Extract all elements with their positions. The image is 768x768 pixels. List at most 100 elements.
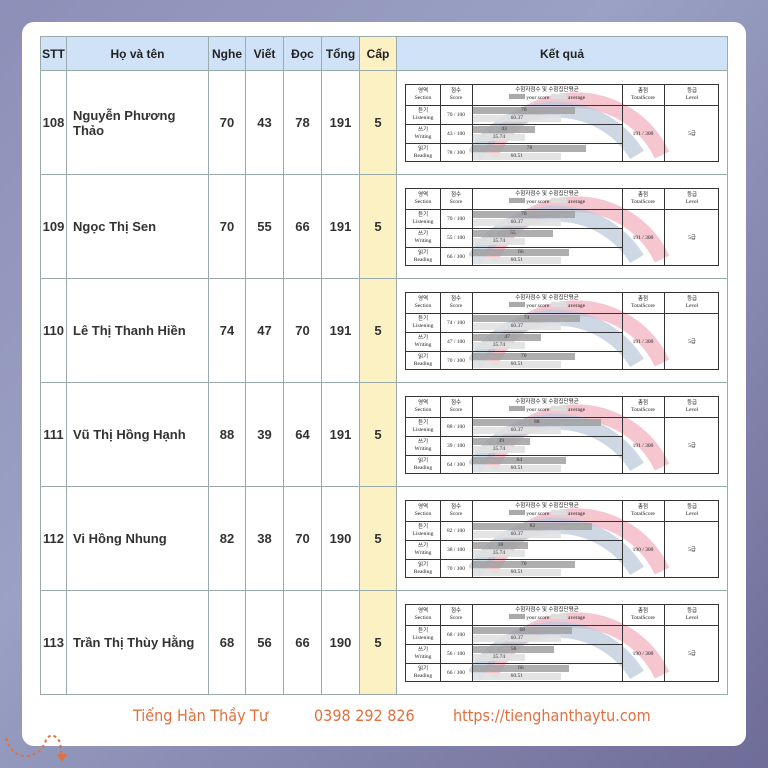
score-reading: 66 / 100	[446, 253, 466, 260]
chart-title: 수험자점수 및 수험집단평균	[515, 398, 579, 405]
score-label: Score	[449, 510, 463, 517]
result-report: 영역 Section 점수 Score 수험자점수 및 수험집단평균 your sc…	[405, 187, 719, 266]
score-label: Score	[449, 302, 463, 309]
level-ko: 등급	[686, 191, 698, 198]
cell-viet: 39	[245, 382, 284, 487]
average-bar-writing: 35.74	[473, 341, 525, 349]
score-listening: 70 / 100	[446, 111, 466, 118]
level-value: 5급	[688, 130, 696, 137]
section-reading: 읽기 Reading	[413, 145, 433, 159]
total-label: TotalScore	[631, 94, 655, 101]
level-value: 5급	[688, 546, 696, 553]
cell-doc: 78	[283, 70, 322, 175]
score-bar-listening: 88	[473, 418, 601, 426]
score-writing: 56 / 100	[446, 650, 466, 657]
cell-ketqua: 영역 Section 점수 Score 수험자점수 및 수험집단평균 your sc…	[396, 278, 728, 383]
cell-doc: 70	[283, 486, 322, 591]
cell-viet: 47	[245, 278, 284, 383]
score-listening: 70 / 100	[446, 215, 466, 222]
footer-website[interactable]: https://tienghanthaytu.com	[453, 706, 651, 725]
legend-average: average	[568, 302, 586, 309]
score-reading: 66 / 100	[446, 669, 466, 676]
level-label: Level	[685, 406, 699, 413]
score-ko: 점수	[450, 607, 462, 614]
header-tong: Tổng	[321, 36, 360, 71]
cell-tong: 190	[321, 486, 360, 591]
level-ko: 등급	[686, 295, 698, 302]
level-label: Level	[685, 198, 699, 205]
legend-average: average	[568, 614, 586, 621]
section-label: Section	[414, 614, 432, 621]
score-ko: 점수	[450, 87, 462, 94]
section-reading: 읽기 Reading	[413, 249, 433, 263]
score-label: Score	[449, 406, 463, 413]
table-row: 112 Vi Hồng Nhung 82 38 70 190 5 영역 Section 점수 S…	[40, 486, 728, 591]
level-label: Level	[685, 94, 699, 101]
legend-your-score: your score	[526, 94, 550, 101]
score-reading: 78 / 100	[446, 149, 466, 156]
doodle-arrow-icon	[5, 734, 67, 762]
total-ko: 총점	[637, 191, 649, 198]
header-ketqua: Kết quả	[396, 36, 728, 71]
section-ko: 영역	[417, 87, 429, 94]
cell-name: Trần Thị Thùy Hằng	[66, 590, 209, 695]
cell-stt: 112	[40, 486, 67, 591]
section-listening: 듣기 Listening	[412, 107, 434, 121]
score-bar-writing: 55	[473, 229, 553, 237]
score-writing: 38 / 100	[446, 546, 466, 553]
cell-cap: 5	[359, 486, 397, 591]
footer-phone[interactable]: 0398 292 826	[314, 706, 415, 725]
table-row: 108 Nguyễn Phương Thảo 70 43 78 191 5 영역 Sectio…	[40, 70, 728, 175]
score-bar-writing: 43	[473, 125, 536, 133]
total-score: 190	[632, 650, 641, 657]
section-writing: 쓰기 Writing	[414, 646, 432, 660]
cell-ketqua: 영역 Section 점수 Score 수험자점수 및 수험집단평균 your sc…	[396, 382, 728, 487]
legend-your-score: your score	[526, 614, 550, 621]
level-ko: 등급	[686, 87, 698, 94]
cell-ketqua: 영역 Section 점수 Score 수험자점수 및 수험집단평균 your sc…	[396, 486, 728, 591]
level-ko: 등급	[686, 607, 698, 614]
total-label: TotalScore	[631, 406, 655, 413]
section-listening: 듣기 Listening	[412, 627, 434, 641]
cell-viet: 43	[245, 70, 284, 175]
level-label: Level	[685, 614, 699, 621]
cell-ketqua: 영역 Section 점수 Score 수험자점수 및 수험집단평균 your sc…	[396, 174, 728, 279]
score-writing: 47 / 100	[446, 338, 466, 345]
score-bar-reading: 66	[473, 248, 569, 256]
average-bar-listening: 60.37	[473, 114, 561, 122]
average-bar-reading: 60.51	[473, 464, 561, 472]
cell-stt: 109	[40, 174, 67, 279]
score-writing: 43 / 100	[446, 130, 466, 137]
average-bar-listening: 60.37	[473, 634, 561, 642]
section-writing: 쓰기 Writing	[414, 542, 432, 556]
header-name: Họ và tên	[66, 36, 209, 71]
cell-cap: 5	[359, 590, 397, 695]
score-writing: 55 / 100	[446, 234, 466, 241]
legend-average: average	[568, 94, 586, 101]
average-bar-listening: 60.37	[473, 426, 561, 434]
total-ko: 총점	[637, 399, 649, 406]
section-reading: 읽기 Reading	[413, 665, 433, 679]
average-bar-writing: 35.74	[473, 549, 525, 557]
result-report: 영역 Section 점수 Score 수험자점수 및 수험집단평균 your sc…	[405, 603, 719, 682]
cell-cap: 5	[359, 278, 397, 383]
cell-name: Vũ Thị Hồng Hạnh	[66, 382, 209, 487]
cell-name: Nguyễn Phương Thảo	[66, 70, 209, 175]
cell-nghe: 74	[208, 278, 246, 383]
score-bar-writing: 38	[473, 541, 529, 549]
score-listening: 82 / 100	[446, 527, 466, 534]
table-header: STT Họ và tên Nghe Viết Đọc Tổng Cấp Kết…	[40, 36, 728, 71]
level-value: 5급	[688, 338, 696, 345]
score-label: Score	[449, 94, 463, 101]
cell-cap: 5	[359, 382, 397, 487]
cell-ketqua: 영역 Section 점수 Score 수험자점수 및 수험집단평균 your sc…	[396, 70, 728, 175]
score-bar-reading: 66	[473, 664, 569, 672]
cell-tong: 191	[321, 382, 360, 487]
average-bar-reading: 60.51	[473, 360, 561, 368]
cell-name: Vi Hồng Nhung	[66, 486, 209, 591]
total-score: 191	[632, 338, 641, 345]
total-label: TotalScore	[631, 302, 655, 309]
score-listening: 88 / 100	[446, 423, 466, 430]
results-card: STT Họ và tên Nghe Viết Đọc Tổng Cấp Kết…	[22, 22, 746, 746]
total-score: 191	[632, 442, 641, 449]
